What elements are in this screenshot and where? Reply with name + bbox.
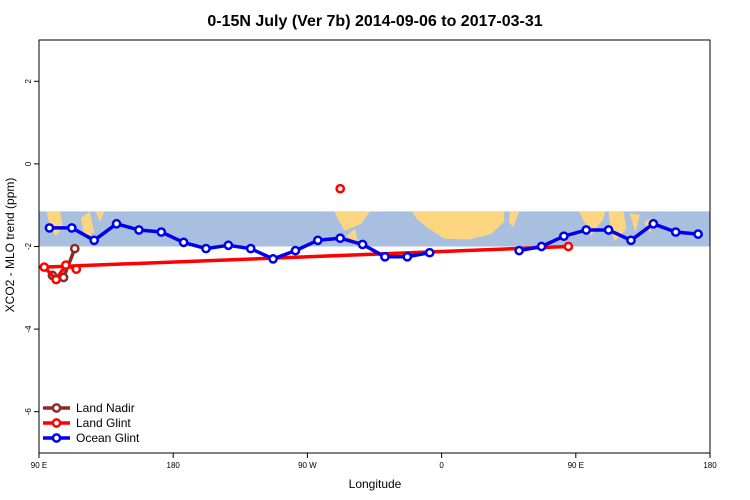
land-shape bbox=[411, 211, 505, 240]
data-point bbox=[335, 233, 346, 244]
legend-label: Land Glint bbox=[76, 416, 131, 430]
x-axis: 90 E 180 90 W 0 90 E 180 bbox=[31, 453, 717, 470]
legend-marker bbox=[51, 433, 62, 443]
data-point bbox=[69, 243, 80, 254]
land-shape bbox=[346, 228, 359, 243]
land-shape bbox=[46, 211, 63, 236]
data-point bbox=[134, 225, 144, 235]
land-shape bbox=[80, 211, 95, 238]
data-point bbox=[357, 239, 368, 250]
legend-marker bbox=[51, 418, 62, 428]
data-point bbox=[603, 225, 614, 235]
legend-item: Ocean Glint bbox=[43, 431, 140, 445]
data-point bbox=[424, 247, 435, 258]
land-shape bbox=[95, 211, 105, 222]
series-layer bbox=[39, 183, 703, 285]
data-point bbox=[201, 243, 211, 254]
data-point bbox=[626, 235, 636, 246]
chart-title: 0-15N July (Ver 7b) 2014-09-06 to 2017-0… bbox=[207, 13, 542, 30]
y-tick-label: 2 bbox=[24, 79, 33, 84]
y-tick-label: 0 bbox=[24, 161, 33, 166]
land-shape bbox=[578, 211, 606, 236]
data-point bbox=[693, 229, 703, 239]
data-point bbox=[581, 225, 592, 235]
y-axis: 2 0 -2 -4 -6 bbox=[24, 79, 39, 416]
legend-item: Land Glint bbox=[43, 416, 131, 430]
data-point bbox=[245, 243, 256, 254]
data-point bbox=[178, 237, 189, 248]
data-point bbox=[44, 223, 55, 233]
data-point bbox=[536, 241, 547, 252]
x-tick-label: 180 bbox=[703, 461, 717, 470]
land-shape bbox=[334, 211, 370, 231]
data-point bbox=[514, 245, 524, 256]
x-tick-label: 90 W bbox=[298, 461, 317, 470]
data-point bbox=[89, 235, 100, 246]
y-tick-label: -2 bbox=[24, 242, 33, 250]
data-point bbox=[648, 218, 659, 229]
data-point bbox=[559, 231, 569, 242]
x-tick-label: 90 E bbox=[31, 461, 47, 470]
data-point bbox=[156, 227, 167, 237]
data-point bbox=[60, 260, 71, 270]
x-axis-label: Longitude bbox=[349, 477, 402, 491]
data-point bbox=[290, 245, 301, 256]
data-point bbox=[335, 183, 346, 194]
data-point bbox=[51, 274, 61, 285]
legend-marker bbox=[51, 403, 62, 413]
x-tick-label: 90 E bbox=[568, 461, 584, 470]
legend-label: Land Nadir bbox=[76, 401, 135, 415]
legend-label: Ocean Glint bbox=[76, 431, 140, 445]
x-tick-label: 180 bbox=[167, 461, 181, 470]
series-ocean-glint bbox=[44, 218, 703, 264]
y-tick-label: -4 bbox=[24, 325, 33, 333]
land-shape bbox=[508, 211, 520, 228]
x-tick-label: 0 bbox=[439, 461, 444, 470]
data-point bbox=[402, 251, 413, 262]
series-land-glint bbox=[39, 183, 574, 285]
data-point bbox=[670, 227, 681, 237]
data-point bbox=[71, 264, 82, 275]
data-point bbox=[66, 223, 77, 233]
series-line bbox=[42, 244, 569, 282]
y-tick-label: -6 bbox=[24, 408, 33, 416]
data-point bbox=[111, 218, 122, 229]
y-axis-label: XCO2 - MLO trend (ppm) bbox=[3, 178, 17, 313]
data-point bbox=[223, 240, 234, 251]
data-point bbox=[312, 235, 323, 246]
data-point bbox=[380, 251, 390, 262]
data-point bbox=[39, 262, 50, 272]
data-point bbox=[563, 241, 574, 252]
land-shape bbox=[629, 213, 640, 233]
legend-item: Land Nadir bbox=[43, 401, 135, 415]
data-point bbox=[268, 254, 278, 264]
